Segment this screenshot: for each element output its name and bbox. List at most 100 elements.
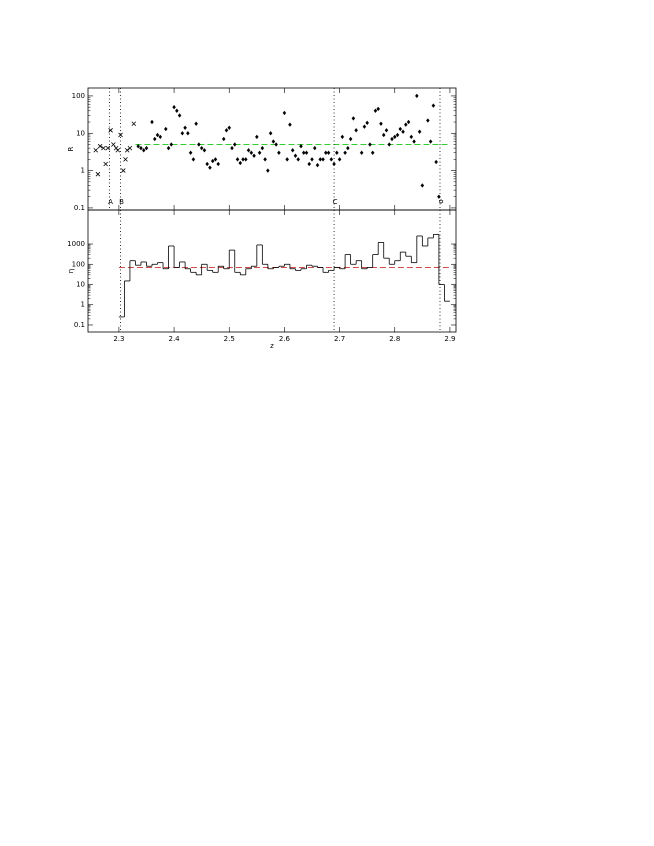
diamond-point xyxy=(257,150,262,156)
marker-label: ✡ xyxy=(438,198,444,206)
diamond-point xyxy=(266,168,270,173)
diamond-point xyxy=(368,142,372,147)
diamond-point xyxy=(210,158,215,164)
diamond-point xyxy=(202,148,207,153)
y-tick-label: 100 xyxy=(72,92,85,100)
diamond-point xyxy=(277,150,281,156)
y-tick-label: 100 xyxy=(72,260,85,268)
diamond-point xyxy=(307,161,312,167)
y-tick-label: 1 xyxy=(81,301,85,309)
diamond-point xyxy=(409,134,414,140)
diamond-point xyxy=(437,194,441,199)
x-axis-label: z xyxy=(270,342,274,350)
cross-point xyxy=(105,145,111,151)
diamond-point xyxy=(315,162,320,168)
diamond-point xyxy=(188,150,193,156)
cross-point xyxy=(115,147,121,153)
diamond-point xyxy=(177,113,182,118)
diamond-point xyxy=(141,148,146,153)
diamond-point xyxy=(434,159,438,165)
diamond-point xyxy=(172,104,176,110)
diamond-point xyxy=(420,183,425,188)
diamond-point xyxy=(249,150,254,156)
diamond-point xyxy=(186,131,190,136)
diamond-point xyxy=(296,157,300,162)
diamond-point xyxy=(155,132,160,138)
diamond-point xyxy=(183,125,187,131)
diamond-point xyxy=(136,143,140,149)
diamond-point xyxy=(365,120,369,126)
diamond-point xyxy=(354,128,358,133)
diamond-point xyxy=(392,134,397,140)
diamond-point xyxy=(150,119,154,125)
diamond-point xyxy=(299,143,303,149)
diamond-point xyxy=(216,161,220,167)
diamond-point xyxy=(329,157,334,162)
diamond-point xyxy=(263,157,267,162)
diamond-point xyxy=(362,124,367,129)
diamond-point xyxy=(252,153,256,158)
cross-point xyxy=(93,147,99,153)
marker-label: C xyxy=(333,198,338,206)
y-axis-label: R xyxy=(67,146,75,151)
diamond-point xyxy=(381,132,386,138)
diamond-point xyxy=(404,122,408,127)
diamond-point xyxy=(208,165,212,170)
diamond-point xyxy=(351,116,356,121)
diamond-point xyxy=(205,161,209,167)
x-tick-label: 2.4 xyxy=(168,335,180,343)
diamond-point xyxy=(340,134,345,140)
diamond-point xyxy=(285,157,289,162)
diamond-point xyxy=(310,157,314,162)
diamond-point xyxy=(235,157,240,162)
cross-point xyxy=(118,132,123,138)
diamond-point xyxy=(144,145,149,151)
y-tick-label: 1000 xyxy=(67,240,85,248)
diamond-point xyxy=(406,119,411,125)
y-tick-label: 0.1 xyxy=(74,204,85,212)
cross-point xyxy=(103,161,108,167)
y-tick-label: 1 xyxy=(81,167,85,175)
panel-frame xyxy=(87,209,457,333)
diamond-point xyxy=(230,145,234,151)
y-axis-label: η xyxy=(67,269,75,273)
diamond-point xyxy=(301,150,306,156)
diamond-point xyxy=(304,150,309,156)
cross-point xyxy=(131,121,137,127)
diamond-point xyxy=(346,145,350,151)
diamond-point xyxy=(312,145,317,151)
diamond-point xyxy=(164,126,168,132)
diamond-point xyxy=(169,142,174,147)
diamond-point xyxy=(274,142,278,147)
diamond-point xyxy=(359,150,364,156)
diamond-point xyxy=(293,153,298,158)
diamond-point xyxy=(398,126,403,132)
diamond-point xyxy=(260,145,265,151)
diamond-point xyxy=(268,131,273,136)
x-tick-label: 2.7 xyxy=(334,335,345,343)
diamond-point xyxy=(431,103,436,108)
cross-point xyxy=(97,143,103,149)
diamond-point xyxy=(426,118,430,123)
diamond-point xyxy=(282,110,287,116)
diamond-point xyxy=(227,125,232,131)
diamond-point xyxy=(152,136,157,142)
diamond-point xyxy=(373,108,378,114)
diamond-point xyxy=(221,136,226,142)
x-tick-label: 2.5 xyxy=(224,335,235,343)
diamond-point xyxy=(271,139,276,144)
diamond-point xyxy=(246,148,251,153)
diamond-point xyxy=(376,106,380,112)
diamond-point xyxy=(415,93,419,99)
y-tick-label: 10 xyxy=(76,129,85,137)
diamond-point xyxy=(213,157,218,162)
diamond-point xyxy=(417,129,422,134)
diamond-point xyxy=(166,145,171,151)
diamond-point xyxy=(370,150,375,156)
diamond-point xyxy=(175,108,179,114)
cross-point xyxy=(108,128,113,133)
diamond-point xyxy=(335,150,339,156)
cross-point xyxy=(101,145,106,151)
